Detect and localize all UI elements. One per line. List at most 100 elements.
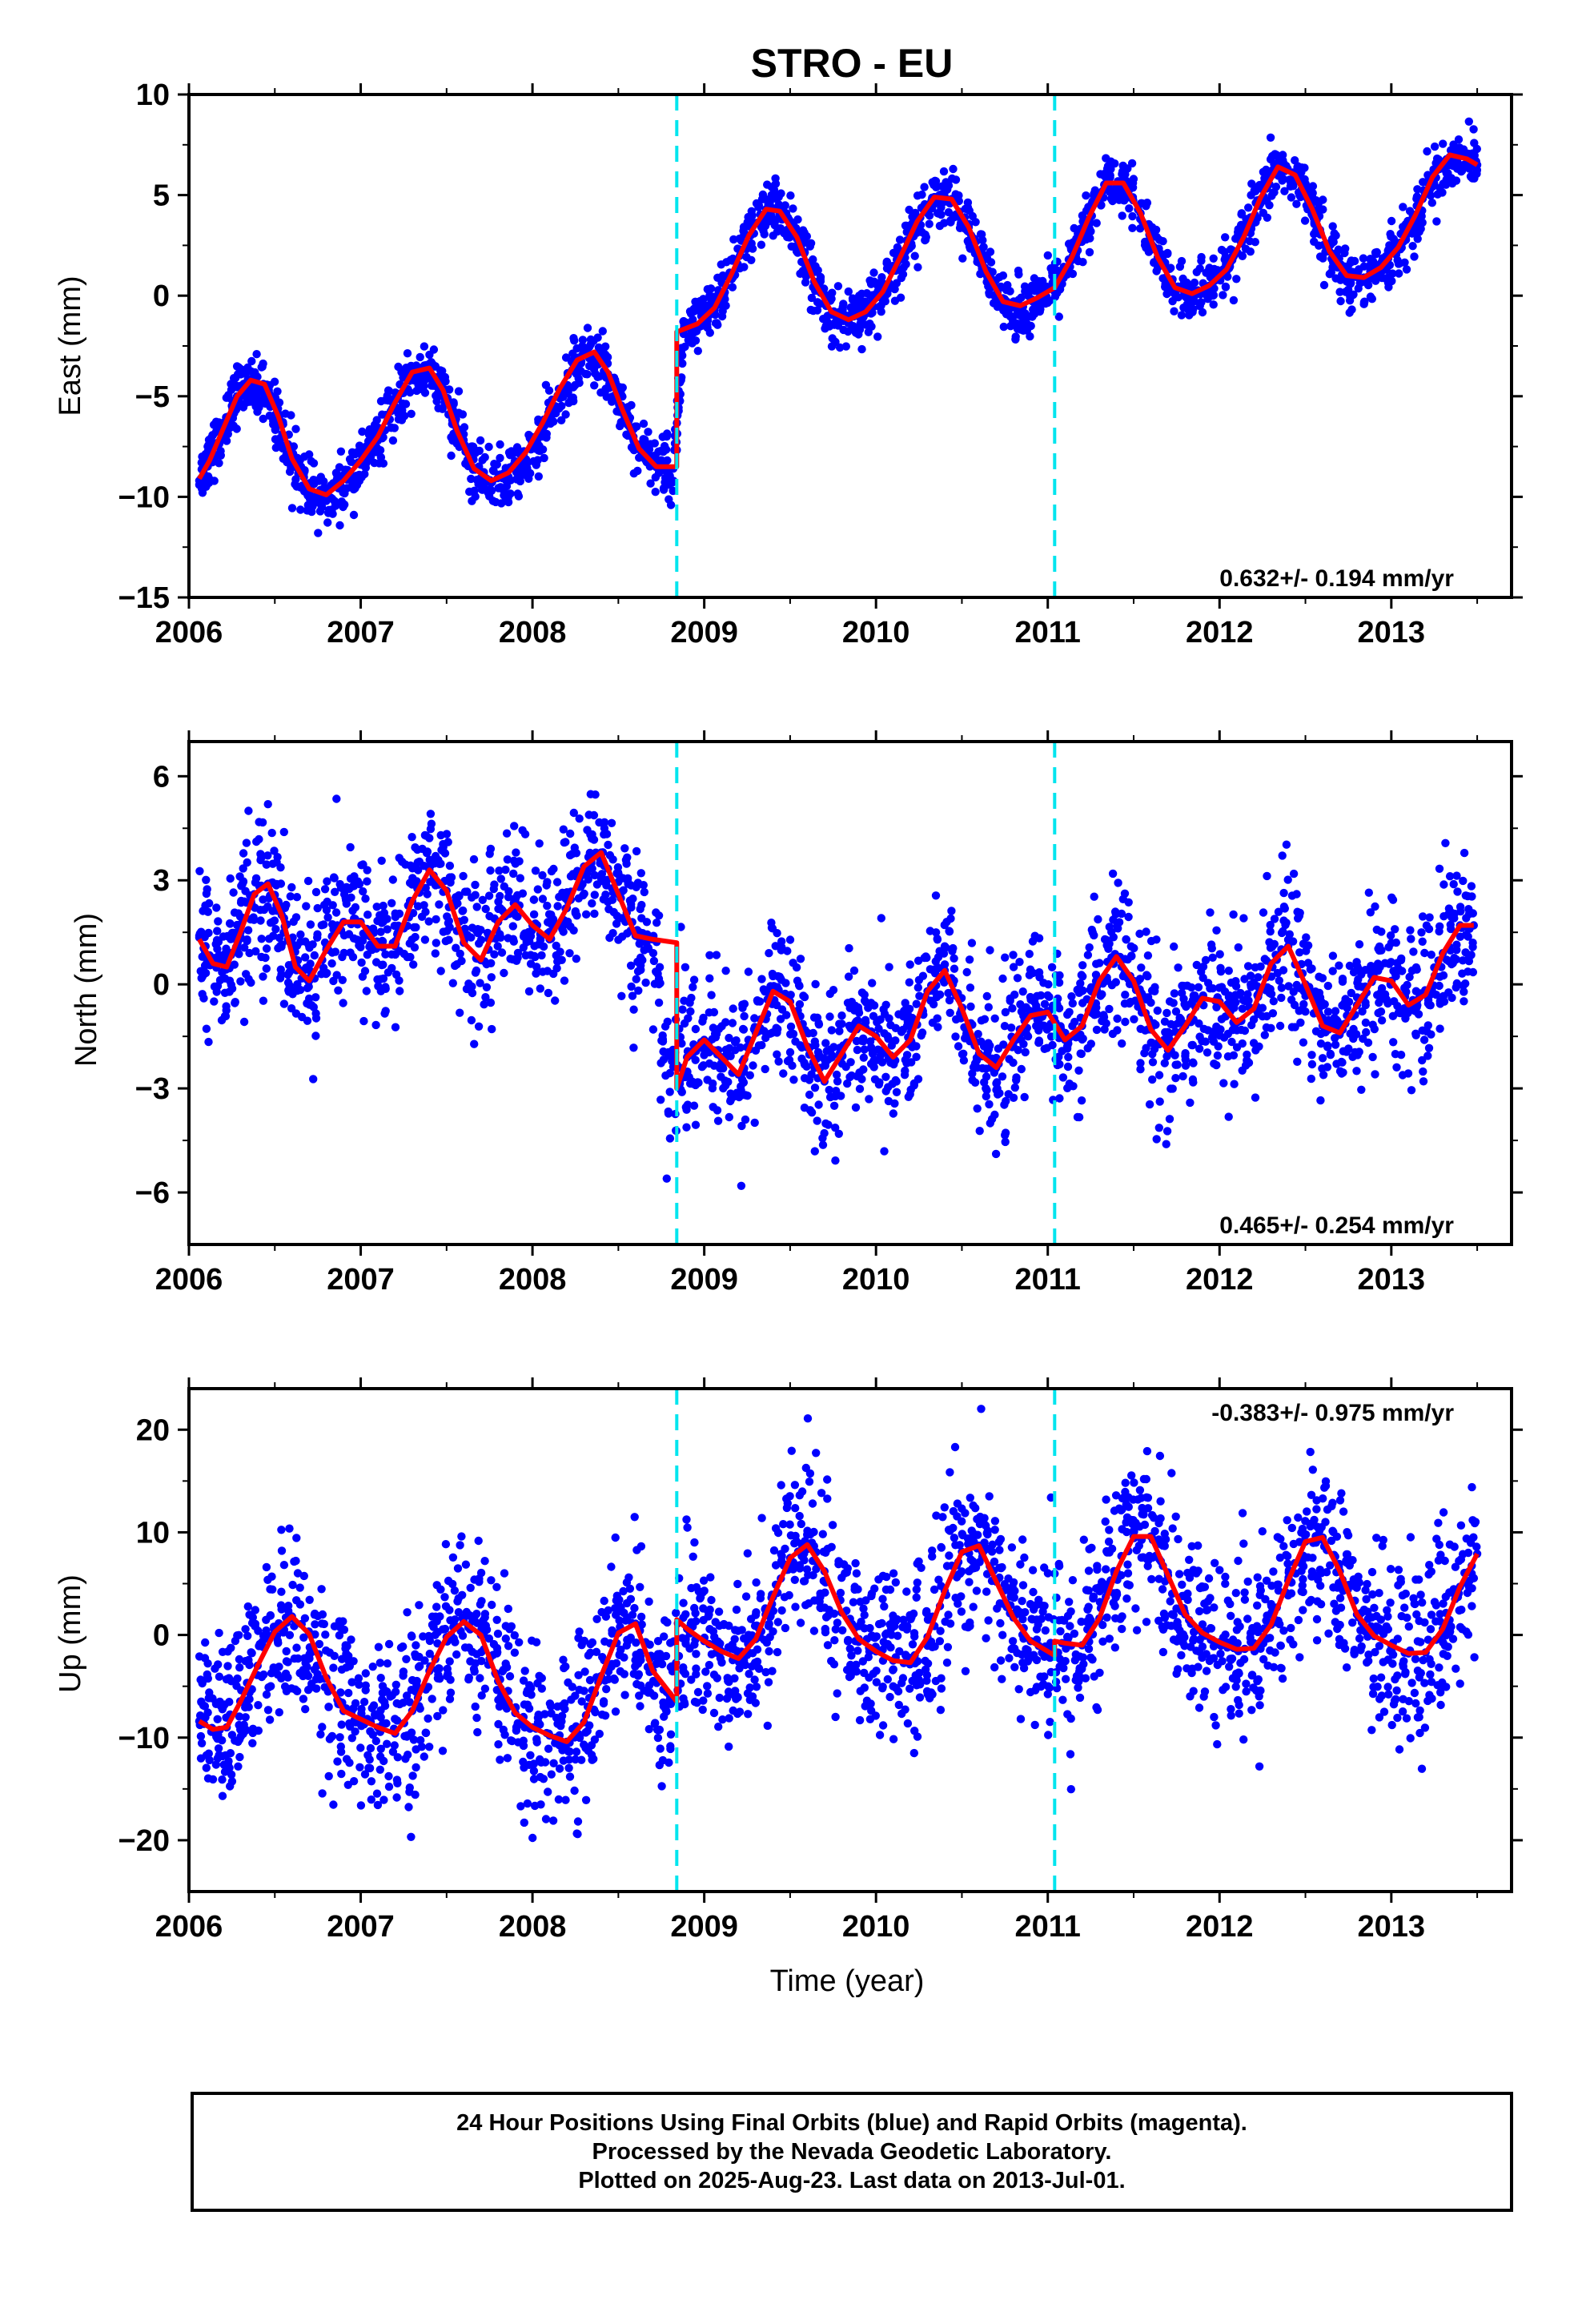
data-point xyxy=(949,213,958,223)
data-point xyxy=(456,949,464,959)
data-point xyxy=(818,1134,827,1143)
data-point xyxy=(480,1000,488,1009)
data-point xyxy=(276,863,285,872)
east-plot-area xyxy=(195,117,1482,537)
data-point xyxy=(283,971,292,979)
data-point xyxy=(345,455,355,464)
data-point xyxy=(363,866,371,875)
data-point xyxy=(216,451,225,460)
data-point xyxy=(945,995,954,1005)
data-point xyxy=(1078,258,1087,267)
data-point xyxy=(515,857,524,866)
data-point xyxy=(629,1043,638,1052)
data-point xyxy=(1155,1097,1164,1106)
data-point xyxy=(1014,266,1023,275)
data-point xyxy=(301,953,310,962)
data-point xyxy=(741,1115,750,1124)
data-point xyxy=(869,277,879,286)
data-point xyxy=(387,963,396,973)
data-point xyxy=(1290,1000,1299,1010)
data-point xyxy=(1078,1035,1086,1044)
data-point xyxy=(500,968,508,978)
data-point xyxy=(1209,300,1218,309)
data-point xyxy=(693,347,702,356)
data-point xyxy=(1029,968,1038,978)
data-point xyxy=(1328,263,1337,271)
data-point xyxy=(376,396,386,406)
data-point xyxy=(1283,875,1292,884)
data-point xyxy=(1136,1065,1145,1074)
data-point xyxy=(1000,1022,1010,1031)
data-point xyxy=(747,239,756,248)
data-point xyxy=(1020,1092,1029,1102)
data-point xyxy=(843,999,853,1007)
data-point xyxy=(1362,1027,1371,1037)
data-point xyxy=(628,895,637,903)
data-point xyxy=(214,917,223,926)
data-point xyxy=(1020,282,1030,291)
data-point xyxy=(1299,999,1308,1009)
data-point xyxy=(855,1084,865,1093)
data-point xyxy=(1354,964,1363,973)
data-point xyxy=(236,977,245,986)
data-point xyxy=(1165,1115,1174,1124)
data-point xyxy=(440,849,450,858)
data-point xyxy=(707,991,716,999)
data-point xyxy=(435,900,444,909)
data-point xyxy=(403,349,412,358)
data-point xyxy=(1198,308,1207,317)
data-point xyxy=(652,908,661,917)
data-point xyxy=(788,1061,797,1070)
data-point xyxy=(1423,147,1431,156)
data-point xyxy=(256,916,265,925)
data-point xyxy=(901,1066,909,1076)
data-point xyxy=(1229,296,1239,305)
data-point xyxy=(757,1040,766,1050)
data-point xyxy=(984,1039,993,1047)
data-point xyxy=(1058,1073,1068,1082)
data-point xyxy=(869,1001,879,1010)
data-point xyxy=(619,886,628,895)
data-point xyxy=(259,972,267,981)
data-point xyxy=(323,877,331,886)
data-point xyxy=(949,164,958,174)
data-point xyxy=(698,296,708,304)
data-point xyxy=(476,935,486,944)
data-point xyxy=(323,518,332,527)
data-point xyxy=(789,204,797,213)
data-point xyxy=(561,384,571,393)
data-point xyxy=(423,890,432,899)
data-point xyxy=(867,322,876,331)
data-point xyxy=(1472,169,1481,179)
data-point xyxy=(397,416,407,424)
data-point xyxy=(608,397,616,406)
east-ylabel: East (mm) xyxy=(54,275,87,416)
data-point xyxy=(1171,1007,1181,1016)
data-point xyxy=(453,899,462,908)
data-point xyxy=(662,1174,671,1183)
data-point xyxy=(691,336,701,345)
data-point xyxy=(761,1064,769,1074)
data-point xyxy=(1335,287,1344,296)
data-point xyxy=(763,180,772,189)
data-point xyxy=(1127,951,1136,961)
data-point xyxy=(689,1101,699,1110)
data-point xyxy=(484,442,493,452)
data-point xyxy=(786,191,795,200)
data-point xyxy=(1114,879,1122,887)
data-point xyxy=(1011,335,1020,344)
data-point xyxy=(444,935,453,944)
data-point xyxy=(648,1025,658,1034)
data-point xyxy=(1336,296,1345,306)
data-point xyxy=(795,982,804,991)
data-point xyxy=(738,1024,748,1034)
data-point xyxy=(946,914,955,923)
data-point xyxy=(1347,988,1356,998)
data-point xyxy=(1254,1009,1263,1019)
data-point xyxy=(885,963,893,971)
data-point xyxy=(821,1039,830,1047)
data-point xyxy=(510,822,519,830)
data-point xyxy=(484,891,494,900)
data-point xyxy=(1328,951,1338,960)
data-point xyxy=(1142,243,1150,252)
